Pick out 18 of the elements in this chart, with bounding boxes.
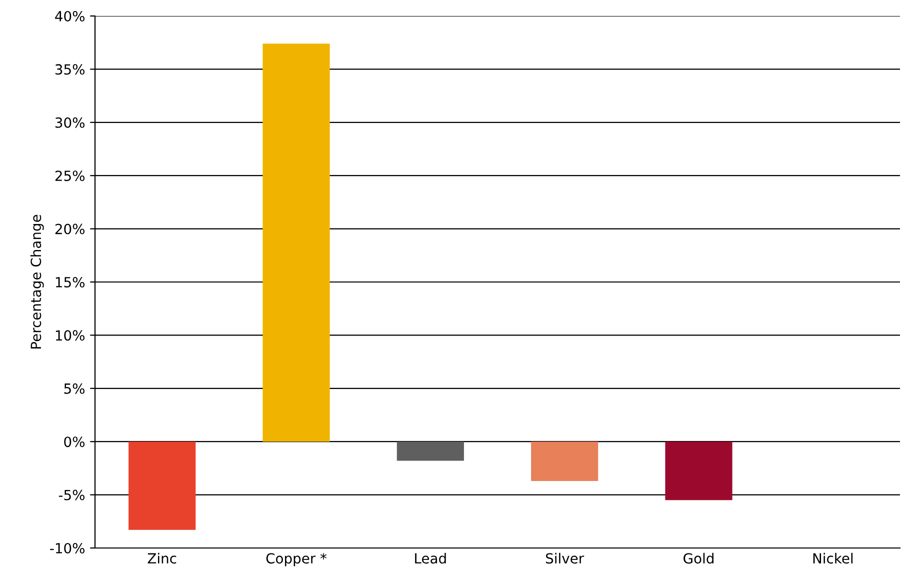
x-tick-label: Lead (415, 552, 446, 564)
y-tick-label: 15% (56, 276, 85, 288)
x-tick-label: Zinc (148, 552, 176, 564)
y-tick-label: 5% (64, 383, 85, 394)
y-tick-label: 20% (55, 224, 85, 234)
y-tick-label: 25% (55, 170, 85, 182)
x-tick-label: Gold (684, 552, 714, 564)
y-tick-label: -10% (50, 542, 85, 554)
y-tick-label: 35% (55, 64, 85, 75)
y-tick-label: 0% (64, 436, 85, 448)
y-tick-label: 30% (55, 117, 85, 128)
x-tick-label: Copper * (266, 553, 327, 566)
y-tick-label: 40% (55, 10, 85, 22)
x-tick-label: Silver (546, 552, 584, 564)
y-tick-label: 10% (56, 330, 85, 341)
y-axis-title: Percentage Change (30, 214, 44, 348)
x-tick-label: Nickel (813, 552, 853, 564)
y-tick-label: -5% (58, 490, 85, 500)
